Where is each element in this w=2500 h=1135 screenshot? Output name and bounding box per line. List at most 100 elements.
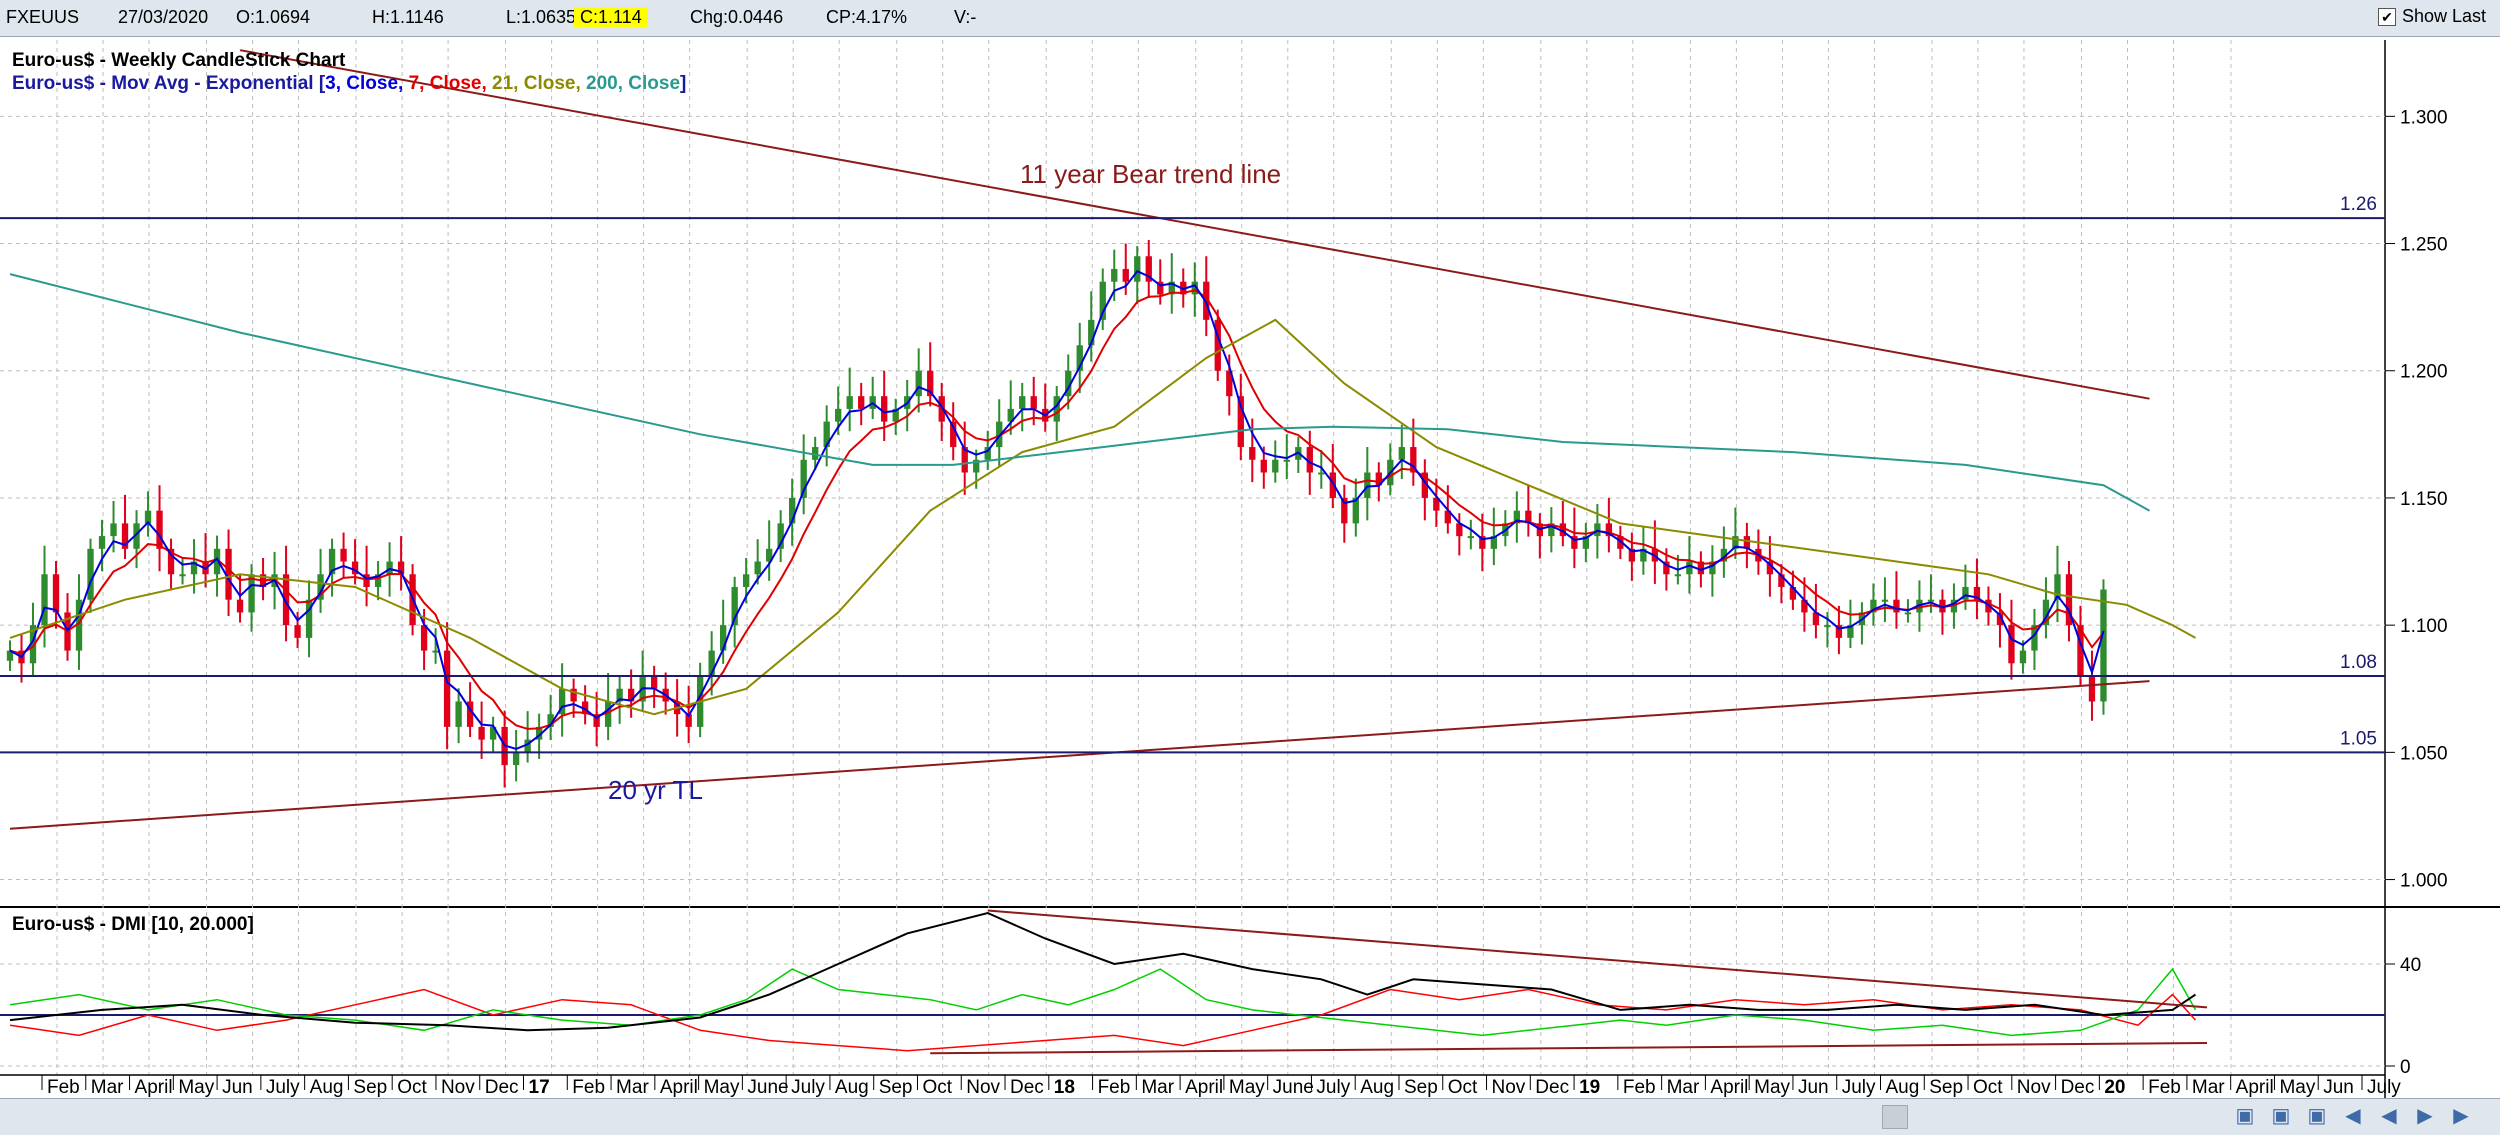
- di-minus-line: [9, 988, 2197, 1052]
- candle-body: [1686, 561, 1693, 575]
- x-tick-label: Jun: [222, 1077, 253, 1098]
- candle-body: [1099, 281, 1106, 320]
- candle-body: [282, 574, 290, 626]
- show-last-toggle[interactable]: ✔ Show Last: [2377, 6, 2486, 27]
- candle-body: [340, 548, 347, 562]
- candle-body: [167, 548, 175, 575]
- candle-body: [2019, 650, 2027, 664]
- show-last-label: Show Last: [2401, 6, 2486, 26]
- x-tick-label: Dec: [2061, 1077, 2095, 1098]
- main-annotations: 11 year Bear trend line 20 yr TL 1.26 1.08 1…: [0, 49, 2385, 830]
- x-tick-label: Feb: [2148, 1077, 2181, 1098]
- candle-body: [800, 459, 807, 498]
- candle-body: [1145, 256, 1152, 282]
- candle-body: [1709, 561, 1716, 575]
- nav-next-page-icon[interactable]: ▣: [2307, 1105, 2327, 1127]
- ema21-line: [9, 318, 2196, 716]
- main-chart-title: Euro-us$ - Weekly CandleStick Chart: [12, 50, 346, 71]
- candle-body: [1778, 574, 1785, 587]
- candle-body: [1835, 625, 1843, 638]
- open-value: O:1.0694: [236, 7, 311, 27]
- dmi-y-tick-label: 40: [2400, 955, 2421, 976]
- candle-body: [190, 561, 198, 575]
- candle-body: [1640, 548, 1647, 562]
- x-tick-label: May: [1229, 1077, 1265, 1098]
- nav-left-icon[interactable]: ◀: [2381, 1105, 2397, 1127]
- candle-body: [812, 447, 819, 460]
- candle-body: [236, 599, 244, 613]
- annotation-label: 11 year Bear trend line: [1020, 159, 1281, 189]
- candle-body: [443, 650, 451, 727]
- x-tick-label: May: [178, 1077, 214, 1098]
- candle-body: [98, 536, 106, 549]
- x-tick-label: Aug: [1360, 1077, 1394, 1098]
- candle-body: [915, 370, 922, 397]
- candle-body: [766, 548, 773, 562]
- x-tick-label: Aug: [1885, 1077, 1919, 1098]
- candle-body: [1467, 536, 1474, 539]
- candle-body: [616, 688, 623, 702]
- candle-body: [248, 574, 255, 613]
- x-tick-label: Oct: [922, 1077, 952, 1098]
- x-tick-label: Mar: [616, 1077, 649, 1098]
- candle-body: [1375, 472, 1382, 486]
- candle-body: [1283, 459, 1290, 462]
- candle-body: [1881, 599, 1889, 602]
- candle-body: [41, 574, 48, 626]
- y-tick-label: 1.300: [2400, 107, 2448, 128]
- x-tick-label: Sep: [1929, 1077, 1963, 1098]
- candle-body: [2065, 574, 2073, 626]
- x-tick-label: Dec: [1010, 1077, 1044, 1098]
- nav-first-icon[interactable]: ▣: [2235, 1105, 2255, 1127]
- main-grid: [0, 40, 2500, 1098]
- x-tick-label: Oct: [1448, 1077, 1478, 1098]
- candle-body: [984, 447, 991, 460]
- nav-back-icon[interactable]: ◀: [2345, 1105, 2361, 1127]
- y-tick-label: 1.150: [2400, 489, 2448, 510]
- candle-body: [927, 370, 934, 397]
- volume-value: V:-: [954, 7, 977, 27]
- x-tick-label: Nov: [2017, 1077, 2051, 1098]
- x-tick-label: Dec: [1535, 1077, 1569, 1098]
- x-tick-label: April: [135, 1077, 173, 1098]
- candle-body: [604, 701, 612, 727]
- candle-body: [121, 523, 129, 549]
- checkbox-icon[interactable]: ✔: [2377, 7, 2396, 26]
- nav-prev-page-icon[interactable]: ▣: [2271, 1105, 2291, 1127]
- candle-body: [570, 688, 577, 702]
- candle-body: [110, 523, 117, 537]
- candle-body: [1352, 497, 1359, 524]
- legend-prefix: Euro-us$ - Mov Avg - Exponential [: [12, 73, 326, 94]
- candle-body: [1893, 599, 1900, 613]
- scrollbar[interactable]: ▣ ▣ ▣ ◀ ◀ ▶ ▶: [0, 1098, 2500, 1135]
- scroll-thumb[interactable]: [1882, 1105, 1908, 1129]
- x-tick-label: April: [2236, 1077, 2274, 1098]
- x-tick-label: Sep: [879, 1077, 913, 1098]
- candle-body: [1904, 612, 1912, 615]
- high-value: H:1.1146: [372, 7, 444, 27]
- candle-body: [374, 574, 382, 587]
- candle-body: [650, 676, 658, 689]
- candle-body: [386, 561, 393, 575]
- x-tick-label: Oct: [1973, 1077, 2003, 1098]
- close-value: C:1.114: [574, 7, 648, 28]
- nav-right-icon[interactable]: ▶: [2417, 1105, 2433, 1127]
- candle-body: [581, 701, 589, 715]
- candle-body: [466, 701, 474, 727]
- x-tick-label: Mar: [2192, 1077, 2225, 1098]
- candle-body: [1525, 510, 1532, 524]
- candle-body: [593, 714, 600, 727]
- x-tick-label: Aug: [835, 1077, 869, 1098]
- candle-body: [133, 523, 140, 549]
- candle-body: [996, 421, 1003, 448]
- candle-body: [777, 523, 784, 549]
- x-tick-label: Mar: [91, 1077, 124, 1098]
- x-tick-label: 20: [2104, 1077, 2125, 1098]
- candle-body: [1513, 510, 1521, 524]
- candle-body: [1421, 472, 1428, 498]
- candle-body: [938, 396, 945, 422]
- candle-body: [489, 726, 497, 740]
- x-tick-label: Jun: [2323, 1077, 2354, 1098]
- nav-end-icon[interactable]: ▶: [2453, 1105, 2469, 1127]
- change-pct-value: CP:4.17%: [826, 7, 908, 27]
